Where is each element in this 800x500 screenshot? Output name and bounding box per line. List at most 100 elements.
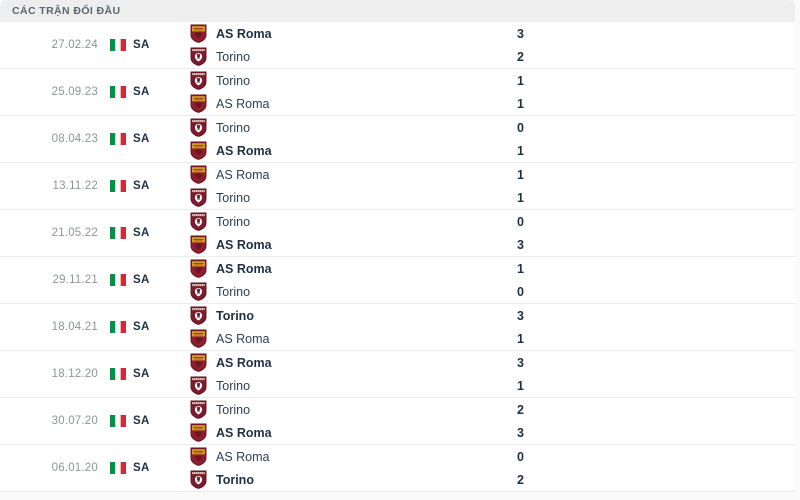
away-team-line[interactable]: Torino	[190, 468, 495, 491]
home-team-name: Torino	[216, 73, 251, 88]
away-team-name: AS Roma	[216, 425, 272, 440]
match-league-cell: SA	[98, 22, 190, 68]
torino-crest-icon	[190, 47, 207, 66]
match-date-cell: 29.11.21	[0, 257, 98, 303]
as-roma-crest-icon	[190, 259, 207, 278]
home-team-line[interactable]: Torino	[190, 398, 495, 421]
as-roma-crest-icon	[190, 165, 207, 184]
home-score: 3	[517, 26, 524, 41]
away-score-line: 1	[517, 374, 795, 397]
home-team-line[interactable]: AS Roma	[190, 163, 495, 186]
away-team-line[interactable]: AS Roma	[190, 327, 495, 350]
match-date: 29.11.21	[52, 274, 98, 286]
home-team-name: AS Roma	[216, 261, 272, 276]
match-date-cell: 30.07.20	[0, 398, 98, 444]
away-score-line: 0	[517, 280, 795, 303]
home-score: 0	[517, 449, 524, 464]
away-score: 3	[517, 237, 524, 252]
league-code: SA	[133, 39, 150, 51]
match-teams-cell: Torino AS Roma	[190, 69, 495, 115]
match-row[interactable]: 18.12.20 SA AS Roma Torino 3 1	[0, 351, 795, 398]
away-team-line[interactable]: AS Roma	[190, 421, 495, 444]
league-code: SA	[133, 133, 150, 145]
away-score: 2	[517, 49, 524, 64]
match-date-cell: 25.09.23	[0, 69, 98, 115]
home-team-line[interactable]: AS Roma	[190, 351, 495, 374]
as-roma-crest-icon	[190, 24, 207, 43]
match-date-cell: 18.12.20	[0, 351, 98, 397]
home-team-line[interactable]: Torino	[190, 116, 495, 139]
home-team-line[interactable]: AS Roma	[190, 22, 495, 45]
away-team-line[interactable]: AS Roma	[190, 139, 495, 162]
home-team-name: Torino	[216, 214, 251, 229]
home-team-line[interactable]: Torino	[190, 210, 495, 233]
home-score: 3	[517, 308, 524, 323]
away-team-line[interactable]: Torino	[190, 186, 495, 209]
match-date: 18.04.21	[51, 321, 98, 333]
match-list: 27.02.24 SA AS Roma Torino 3 2 25.09.23 SA Torin…	[0, 22, 795, 492]
away-team-name: Torino	[216, 472, 254, 487]
match-date-cell: 06.01.20	[0, 445, 98, 491]
match-date-cell: 08.04.23	[0, 116, 98, 162]
away-team-name: AS Roma	[216, 143, 272, 158]
home-team-line[interactable]: AS Roma	[190, 445, 495, 468]
italy-flag-icon	[110, 462, 126, 474]
away-score: 1	[517, 331, 524, 346]
league-code: SA	[133, 462, 150, 474]
match-row[interactable]: 27.02.24 SA AS Roma Torino 3 2	[0, 22, 795, 69]
home-score: 0	[517, 120, 524, 135]
match-row[interactable]: 13.11.22 SA AS Roma Torino 1 1	[0, 163, 795, 210]
match-teams-cell: AS Roma Torino	[190, 351, 495, 397]
card-header: CÁC TRẬN ĐỐI ĐẦU	[0, 0, 795, 22]
home-team-name: Torino	[216, 402, 251, 417]
home-score-line: 2	[517, 398, 795, 421]
match-date-cell: 21.05.22	[0, 210, 98, 256]
home-score-line: 1	[517, 163, 795, 186]
torino-crest-icon	[190, 470, 207, 489]
match-row[interactable]: 06.01.20 SA AS Roma Torino 0 2	[0, 445, 795, 492]
home-team-line[interactable]: Torino	[190, 69, 495, 92]
league-code: SA	[133, 227, 150, 239]
match-league-cell: SA	[98, 351, 190, 397]
match-teams-cell: AS Roma Torino	[190, 22, 495, 68]
italy-flag-icon	[110, 368, 126, 380]
home-team-name: AS Roma	[216, 355, 272, 370]
away-team-line[interactable]: AS Roma	[190, 92, 495, 115]
match-row[interactable]: 21.05.22 SA Torino AS Roma 0 3	[0, 210, 795, 257]
match-row[interactable]: 08.04.23 SA Torino AS Roma 0 1	[0, 116, 795, 163]
home-score-line: 3	[517, 304, 795, 327]
away-team-line[interactable]: AS Roma	[190, 233, 495, 256]
away-score-line: 1	[517, 139, 795, 162]
as-roma-crest-icon	[190, 94, 207, 113]
match-league-cell: SA	[98, 210, 190, 256]
away-team-name: AS Roma	[216, 331, 270, 346]
league-code: SA	[133, 415, 150, 427]
torino-crest-icon	[190, 282, 207, 301]
match-row[interactable]: 18.04.21 SA Torino AS Roma 3 1	[0, 304, 795, 351]
match-row[interactable]: 25.09.23 SA Torino AS Roma 1 1	[0, 69, 795, 116]
away-team-line[interactable]: Torino	[190, 374, 495, 397]
home-score: 3	[517, 355, 524, 370]
home-team-line[interactable]: Torino	[190, 304, 495, 327]
home-team-line[interactable]: AS Roma	[190, 257, 495, 280]
away-team-line[interactable]: Torino	[190, 45, 495, 68]
match-date-cell: 13.11.22	[0, 163, 98, 209]
away-team-line[interactable]: Torino	[190, 280, 495, 303]
match-row[interactable]: 29.11.21 SA AS Roma Torino 1 0	[0, 257, 795, 304]
match-teams-cell: AS Roma Torino	[190, 257, 495, 303]
home-score: 1	[517, 261, 524, 276]
match-league-cell: SA	[98, 163, 190, 209]
match-date: 06.01.20	[51, 462, 98, 474]
italy-flag-icon	[110, 321, 126, 333]
match-row[interactable]: 30.07.20 SA Torino AS Roma 2 3	[0, 398, 795, 445]
italy-flag-icon	[110, 86, 126, 98]
match-date: 18.12.20	[51, 368, 98, 380]
match-league-cell: SA	[98, 445, 190, 491]
away-team-name: Torino	[216, 49, 251, 64]
